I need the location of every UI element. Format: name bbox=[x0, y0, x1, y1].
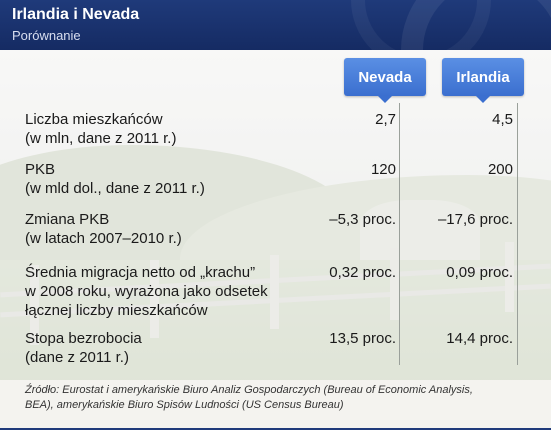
row-label-line: Stopa bezrobocia bbox=[25, 330, 142, 347]
landscape-background bbox=[0, 50, 551, 380]
source-note-line: BEA), amerykańskie Biuro Spisów Ludności… bbox=[25, 399, 344, 411]
page-subtitle: Porównanie bbox=[12, 28, 81, 43]
row-label-line: łącznej liczby mieszkańców bbox=[25, 302, 208, 319]
cell-irlandia-migration: 0,09 proc. bbox=[446, 264, 513, 281]
cell-nevada-population: 2,7 bbox=[375, 111, 396, 128]
cell-nevada-gdp-change: –5,3 proc. bbox=[329, 211, 396, 228]
header-bar: Irlandia i Nevada Porównanie bbox=[0, 0, 551, 50]
column-header-irlandia: Irlandia bbox=[442, 58, 524, 103]
source-note-line: Źródło: Eurostat i amerykańskie Biuro An… bbox=[25, 384, 473, 396]
cell-nevada-migration: 0,32 proc. bbox=[329, 264, 396, 281]
row-label-line: PKB bbox=[25, 161, 56, 178]
page-title: Irlandia i Nevada bbox=[12, 6, 140, 23]
row-label-line: (w mln, dane z 2011 r.) bbox=[25, 130, 177, 147]
row-label-migration: Średnia migracja netto od „krachu” w 200… bbox=[25, 263, 268, 320]
row-label-gdp-change: Zmiana PKB (w latach 2007–2010 r.) bbox=[25, 210, 182, 248]
cell-nevada-unemployment: 13,5 proc. bbox=[329, 330, 396, 347]
row-label-line: (dane z 2011 r.) bbox=[25, 349, 129, 366]
row-label-line: Zmiana PKB bbox=[25, 211, 110, 228]
row-label-line: Liczba mieszkańców bbox=[25, 111, 163, 128]
row-label-line: (w latach 2007–2010 r.) bbox=[25, 230, 182, 247]
cell-irlandia-unemployment: 14,4 proc. bbox=[446, 330, 513, 347]
row-label-line: Średnia migracja netto od „krachu” bbox=[25, 264, 256, 281]
cell-nevada-gdp: 120 bbox=[370, 161, 396, 178]
column-divider-nevada bbox=[399, 103, 400, 365]
column-divider-irlandia bbox=[517, 103, 518, 365]
cell-irlandia-gdp: 200 bbox=[487, 161, 513, 178]
row-label-unemployment: Stopa bezrobocia (dane z 2011 r.) bbox=[25, 329, 142, 367]
cell-irlandia-gdp-change: –17,6 proc. bbox=[437, 211, 513, 228]
source-note: Źródło: Eurostat i amerykańskie Biuro An… bbox=[25, 383, 535, 413]
row-label-line: w 2008 roku, wyrażona jako odsetek bbox=[25, 283, 268, 300]
bottom-divider bbox=[0, 428, 551, 430]
row-label-gdp: PKB (w mld dol., dane z 2011 r.) bbox=[25, 160, 205, 198]
row-label-line: (w mld dol., dane z 2011 r.) bbox=[25, 180, 205, 197]
row-label-population: Liczba mieszkańców (w mln, dane z 2011 r… bbox=[25, 110, 176, 148]
column-header-nevada: Nevada bbox=[344, 58, 426, 103]
cell-irlandia-population: 4,5 bbox=[492, 111, 513, 128]
